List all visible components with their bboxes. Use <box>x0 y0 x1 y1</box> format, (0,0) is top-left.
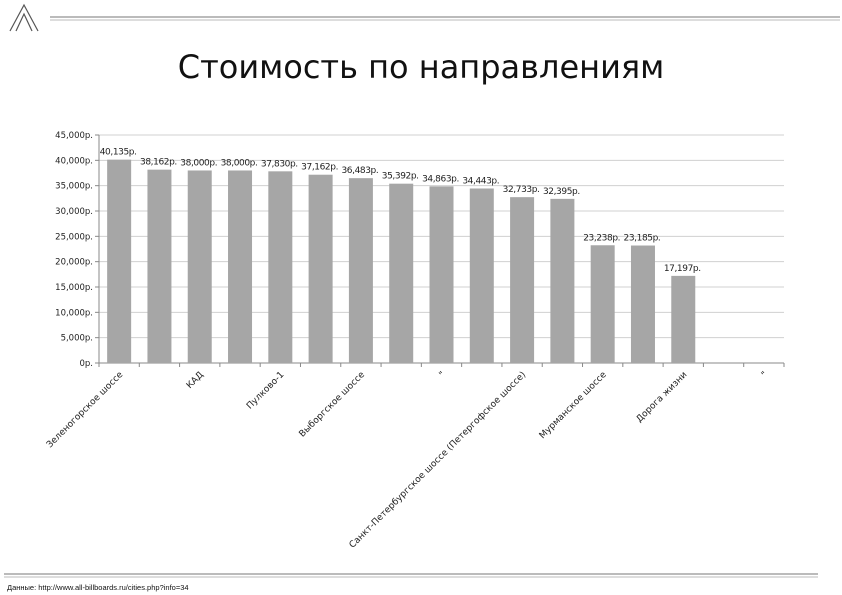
bar <box>469 188 494 363</box>
data-label: 38,000р. <box>180 158 217 168</box>
data-label: 37,162р. <box>301 163 338 173</box>
data-label: 35,392р. <box>382 172 419 182</box>
data-label: 34,863р. <box>422 174 459 184</box>
data-label: 37,830р. <box>261 159 298 169</box>
bar <box>510 197 535 363</box>
bar <box>671 275 696 363</box>
source-note: Данные: http://www.all-billboards.ru/cit… <box>7 583 189 592</box>
category-label: Зеленогорское шоссе <box>45 370 126 451</box>
y-tick-label: 20,000р. <box>55 258 93 268</box>
bar <box>389 183 414 363</box>
data-label: 23,185р. <box>624 234 661 244</box>
bar <box>187 170 212 363</box>
y-tick-label: 45,000р. <box>55 131 93 141</box>
category-label: " <box>760 370 770 380</box>
category-label: Мурманское шоссе <box>538 370 609 441</box>
slide-title: Стоимость по направлениям <box>177 48 665 86</box>
bar <box>590 245 615 363</box>
category-label: Выборгское шоссе <box>298 370 368 440</box>
y-tick-label: 35,000р. <box>55 182 93 192</box>
category-label: Санкт-Петербургское шоссе (Петергофское … <box>348 370 529 551</box>
y-tick-label: 30,000р. <box>55 207 93 217</box>
data-label: 40,135р. <box>100 148 137 158</box>
category-label: КАД <box>185 370 206 391</box>
y-tick-label: 40,000р. <box>55 156 93 166</box>
logo-icon <box>9 3 39 32</box>
bar <box>429 186 454 363</box>
bar <box>228 170 253 363</box>
y-tick-label: 0р. <box>79 359 93 369</box>
bar <box>550 198 575 363</box>
bar <box>308 174 333 363</box>
data-label: 32,395р. <box>543 187 580 197</box>
category-label: Пулково-1 <box>245 370 286 411</box>
bar <box>348 178 373 363</box>
bar <box>268 171 293 363</box>
data-label: 36,483р. <box>341 166 378 176</box>
category-label: " <box>438 370 448 380</box>
data-label: 34,443р. <box>462 176 499 186</box>
data-label: 17,197р. <box>664 264 701 274</box>
data-label: 38,000р. <box>221 158 258 168</box>
y-tick-label: 25,000р. <box>55 232 93 242</box>
data-label: 23,238р. <box>583 233 620 243</box>
y-tick-label: 15,000р. <box>55 283 93 293</box>
bar <box>147 169 172 363</box>
data-label: 32,733р. <box>503 185 540 195</box>
data-label: 38,162р. <box>140 158 177 168</box>
y-tick-label: 10,000р. <box>55 308 93 318</box>
bar <box>630 245 655 363</box>
bar <box>107 159 132 363</box>
category-label: Дорога жизни <box>635 370 690 425</box>
y-tick-label: 5,000р. <box>61 334 93 344</box>
